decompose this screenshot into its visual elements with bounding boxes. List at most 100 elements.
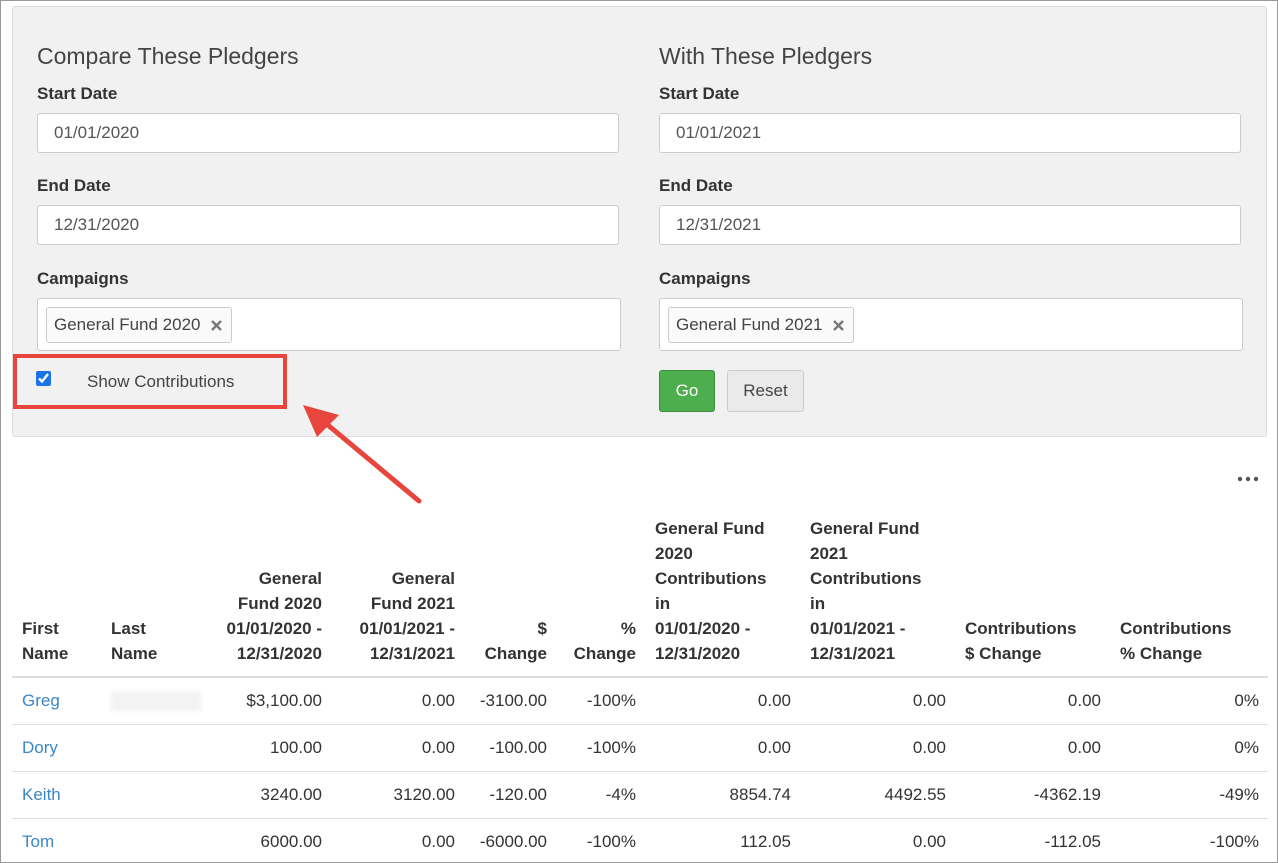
header-line: General Fund <box>810 519 920 538</box>
table-cell: -100% <box>556 676 645 725</box>
table-row: Tom 6000.00 0.00 -6000.00 -100% 112.05 0.00 -11… <box>12 818 1268 862</box>
column-header: General Fund 2020 01/01/2020 - 12/31/2020 <box>201 516 331 678</box>
cell-text: -100.00 <box>489 738 547 757</box>
campaign-select[interactable]: General Fund 2021 <box>659 298 1243 351</box>
header-line: % Change <box>1120 644 1203 663</box>
table-cell <box>101 771 201 819</box>
date-input[interactable]: 12/31/2021 <box>659 205 1241 245</box>
cell-text: 8854.74 <box>729 785 791 804</box>
header-line: 01/01/2020 - <box>226 619 322 638</box>
table-cell: -4% <box>556 771 645 819</box>
cell-text: 0% <box>1234 691 1259 710</box>
field-label: Start Date <box>659 84 740 103</box>
cell-text: -6000.00 <box>479 832 547 851</box>
table-cell: 0.00 <box>331 676 464 725</box>
name-link[interactable]: Keith <box>22 785 61 804</box>
field-label: Start Date <box>37 84 118 103</box>
reset-button[interactable]: Reset <box>727 370 804 412</box>
cell-text: -100% <box>586 832 636 851</box>
cell-text: 0.00 <box>1067 691 1101 710</box>
campaign-tag: General Fund 2021 <box>668 307 854 343</box>
table-cell <box>101 676 201 725</box>
table-cell: 0.00 <box>800 676 955 725</box>
table-cell: -3100.00 <box>464 676 556 725</box>
cell-text: -49% <box>1219 785 1259 804</box>
header-line: General <box>391 569 455 588</box>
table-cell: 0.00 <box>955 724 1110 772</box>
cell-text: 3120.00 <box>393 785 455 804</box>
cell-text: -4% <box>605 785 636 804</box>
table-cell: -4362.19 <box>955 771 1110 819</box>
campaign-tag: General Fund 2020 <box>46 307 232 343</box>
column-header: Last Name <box>101 516 201 678</box>
tag-text: General Fund 2021 <box>676 315 823 334</box>
header-line: in <box>655 594 671 613</box>
cell-text: -4362.19 <box>1033 785 1101 804</box>
results-table: First Name Last Name General Fund 2020 01/01/2… <box>12 516 1268 862</box>
name-link[interactable]: Dory <box>22 738 58 757</box>
date-input[interactable]: 01/01/2020 <box>37 113 619 153</box>
date-input[interactable]: 12/31/2020 <box>37 205 619 245</box>
name-link[interactable]: Tom <box>22 832 55 851</box>
campaign-select[interactable]: General Fund 2020 <box>37 298 621 351</box>
header-line: 12/31/2021 <box>810 644 896 663</box>
checkbox[interactable] <box>36 371 51 386</box>
cell-text: 0.00 <box>912 691 946 710</box>
date-input[interactable]: 01/01/2021 <box>659 113 1241 153</box>
table-cell: 0.00 <box>645 724 800 772</box>
column-header: Contributions % Change <box>1110 516 1268 678</box>
name-link[interactable]: Greg <box>22 691 60 710</box>
table-row: Dory 100.00 0.00 -100.00 -100% 0.00 0.00 0.00 0% <box>12 724 1268 772</box>
table-body: Greg $3,100.00 0.00 -3100.00 -100% 0.00 0.00 0.… <box>12 676 1268 862</box>
table-cell: -100% <box>556 818 645 862</box>
table-cell <box>101 724 201 772</box>
table-cell: 8854.74 <box>645 771 800 819</box>
table-cell <box>101 818 201 862</box>
table-cell: Keith <box>12 771 101 819</box>
cell-text: 100.00 <box>270 738 322 757</box>
header-line: 01/01/2021 - <box>810 619 906 638</box>
header-line: 2020 <box>655 544 693 563</box>
table-cell: 3240.00 <box>201 771 331 819</box>
checkbox-label: Show Contributions <box>87 372 235 391</box>
tag-text: General Fund 2020 <box>54 315 201 334</box>
column-header: General Fund 2021 Contributions in 01/01/202… <box>800 516 955 678</box>
cell-text: 0% <box>1234 738 1259 757</box>
table-cell: 0.00 <box>645 676 800 725</box>
field-label: End Date <box>659 176 733 195</box>
header-line: 01/01/2020 - <box>655 619 751 638</box>
column-header: Contributions $ Change <box>955 516 1110 678</box>
remove-icon[interactable] <box>210 320 222 331</box>
header-line: Fund 2020 <box>237 594 322 613</box>
header-line: $ Change <box>965 644 1042 663</box>
filter-panel: Compare These Pledgers Start Date 01/01/… <box>12 6 1267 437</box>
header-line: % <box>620 619 636 638</box>
table-cell: -100.00 <box>464 724 556 772</box>
table-cell: Tom <box>12 818 101 862</box>
go-button[interactable]: Go <box>659 370 715 412</box>
table-cell: -100% <box>1110 818 1268 862</box>
cell-text: -100% <box>586 691 636 710</box>
remove-icon[interactable] <box>832 320 844 331</box>
cell-text: 4492.55 <box>884 785 946 804</box>
field-label: End Date <box>37 176 111 195</box>
table-cell: 0.00 <box>331 818 464 862</box>
more-menu[interactable] <box>1237 475 1261 483</box>
table-cell: 0% <box>1110 676 1268 725</box>
table-cell: -49% <box>1110 771 1268 819</box>
column-header: General Fund 2021 01/01/2021 - 12/31/2021 <box>331 516 464 678</box>
table-cell: 0.00 <box>800 818 955 862</box>
cell-text: 0.00 <box>757 691 791 710</box>
table-cell: 0.00 <box>331 724 464 772</box>
header-line: First <box>22 619 59 638</box>
header-line: Contributions <box>655 569 767 588</box>
field-label: Campaigns <box>659 269 751 288</box>
table-cell: 0% <box>1110 724 1268 772</box>
redacted <box>111 691 201 712</box>
table-cell: $3,100.00 <box>201 676 331 725</box>
cell-text: 0.00 <box>421 738 455 757</box>
cell-text: 0.00 <box>912 738 946 757</box>
table-cell: 0.00 <box>800 724 955 772</box>
header-line: 12/31/2020 <box>236 644 322 663</box>
